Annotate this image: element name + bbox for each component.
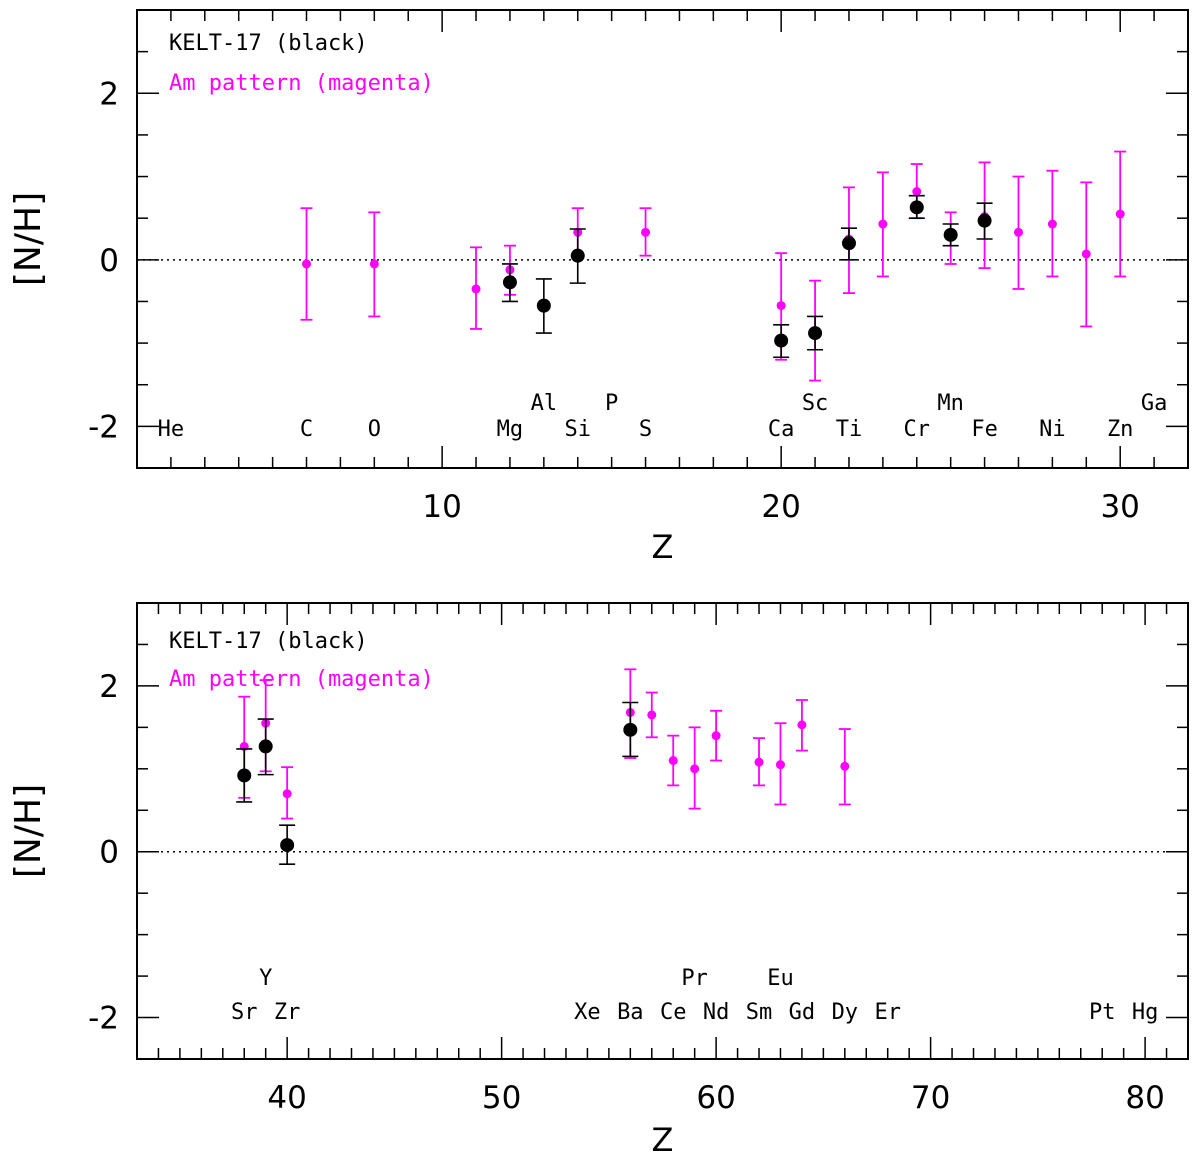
y-tick-label: 2	[99, 76, 119, 112]
am-point	[282, 789, 292, 799]
kelt-point	[774, 333, 789, 348]
element-label: Hg	[1132, 1000, 1159, 1025]
am-point	[647, 710, 657, 720]
element-label: Ti	[836, 417, 863, 442]
x-tick-label: 60	[696, 1080, 735, 1116]
y-tick-label: 2	[99, 669, 119, 705]
element-label: Eu	[767, 966, 794, 991]
kelt-point	[841, 236, 856, 251]
element-label: Fe	[971, 417, 998, 442]
am-point	[754, 757, 764, 767]
element-label: He	[158, 417, 185, 442]
am-point	[912, 187, 922, 197]
element-label: C	[300, 417, 313, 442]
element-label: Pt	[1089, 1000, 1116, 1025]
panel-top: 10 20 30 -2 0 2 Z [N/H] KELT-17 (black) Am patter…	[8, 9, 1189, 566]
element-label: Zn	[1107, 417, 1134, 442]
x-axis-label: Z	[652, 1121, 674, 1159]
element-label: Sm	[746, 1000, 773, 1025]
x-tick-label: 50	[482, 1080, 521, 1116]
element-label: S	[639, 417, 652, 442]
kelt-point	[909, 200, 924, 215]
am-point	[1013, 227, 1023, 237]
am-point	[668, 756, 678, 766]
legend-am: Am pattern (magenta)	[169, 71, 434, 96]
element-label: Mn	[937, 391, 964, 416]
element-label: Ca	[768, 417, 795, 442]
element-label: Xe	[574, 1000, 601, 1025]
kelt-point	[977, 213, 992, 228]
element-label: O	[368, 417, 381, 442]
y-tick-label: 0	[99, 243, 119, 279]
am-point	[641, 227, 651, 237]
x-tick-label: 30	[1100, 489, 1139, 525]
element-label: Y	[259, 966, 272, 991]
am-point	[878, 219, 888, 229]
element-label: Sr	[231, 1000, 258, 1025]
plot-frame	[136, 602, 1189, 1060]
element-label: Zr	[274, 1000, 301, 1025]
am-point	[690, 764, 700, 774]
am-point	[776, 301, 786, 311]
element-label: Sc	[802, 391, 829, 416]
am-point	[840, 761, 850, 771]
kelt-point	[280, 838, 295, 853]
am-point	[1115, 209, 1125, 219]
am-point	[797, 720, 807, 730]
kelt-point	[808, 326, 823, 341]
legend-kelt: KELT-17 (black)	[169, 629, 368, 654]
element-label: Mg	[497, 417, 524, 442]
element-label: Si	[564, 417, 591, 442]
am-point	[302, 259, 312, 269]
panel-bottom: 40 50 60 70 80 -2 0 2 Z [N/H] KELT-17 (black) Am pa…	[8, 602, 1189, 1159]
element-label: Ce	[660, 1000, 687, 1025]
element-label: Ba	[617, 1000, 644, 1025]
kelt-point	[502, 275, 517, 290]
y-axis-label: [N/H]	[8, 784, 49, 878]
y-axis-label: [N/H]	[8, 192, 49, 286]
element-label: Nd	[703, 1000, 730, 1025]
am-point	[369, 259, 379, 269]
x-tick-label: 20	[761, 489, 800, 525]
y-tick-label: -2	[88, 1001, 119, 1037]
element-label: Ga	[1141, 391, 1168, 416]
element-label: Al	[531, 391, 558, 416]
element-label: Cr	[904, 417, 931, 442]
am-point	[1047, 219, 1057, 229]
kelt-point	[258, 739, 273, 754]
element-label: Er	[874, 1000, 901, 1025]
am-point	[471, 284, 481, 294]
element-label: Pr	[681, 966, 708, 991]
x-tick-label: 10	[422, 489, 461, 525]
x-axis-label: Z	[652, 528, 674, 566]
kelt-point	[623, 722, 638, 737]
legend-am: Am pattern (magenta)	[169, 667, 434, 692]
x-tick-label: 80	[1125, 1080, 1164, 1116]
am-point	[775, 760, 785, 770]
y-tick-label: 0	[99, 835, 119, 871]
y-tick-label: -2	[88, 409, 119, 445]
x-tick-label: 70	[911, 1080, 950, 1116]
kelt-point	[237, 768, 252, 783]
legend-kelt: KELT-17 (black)	[169, 31, 368, 56]
kelt-point	[943, 227, 958, 242]
plot-frame	[136, 9, 1189, 469]
x-tick-label: 40	[267, 1080, 306, 1116]
element-label: P	[605, 391, 618, 416]
element-label: Dy	[832, 1000, 859, 1025]
am-point	[1081, 249, 1091, 259]
kelt-point	[570, 248, 585, 263]
kelt-point	[536, 298, 551, 313]
element-label: Ni	[1039, 417, 1066, 442]
am-point	[711, 731, 721, 741]
element-label: Gd	[789, 1000, 816, 1025]
